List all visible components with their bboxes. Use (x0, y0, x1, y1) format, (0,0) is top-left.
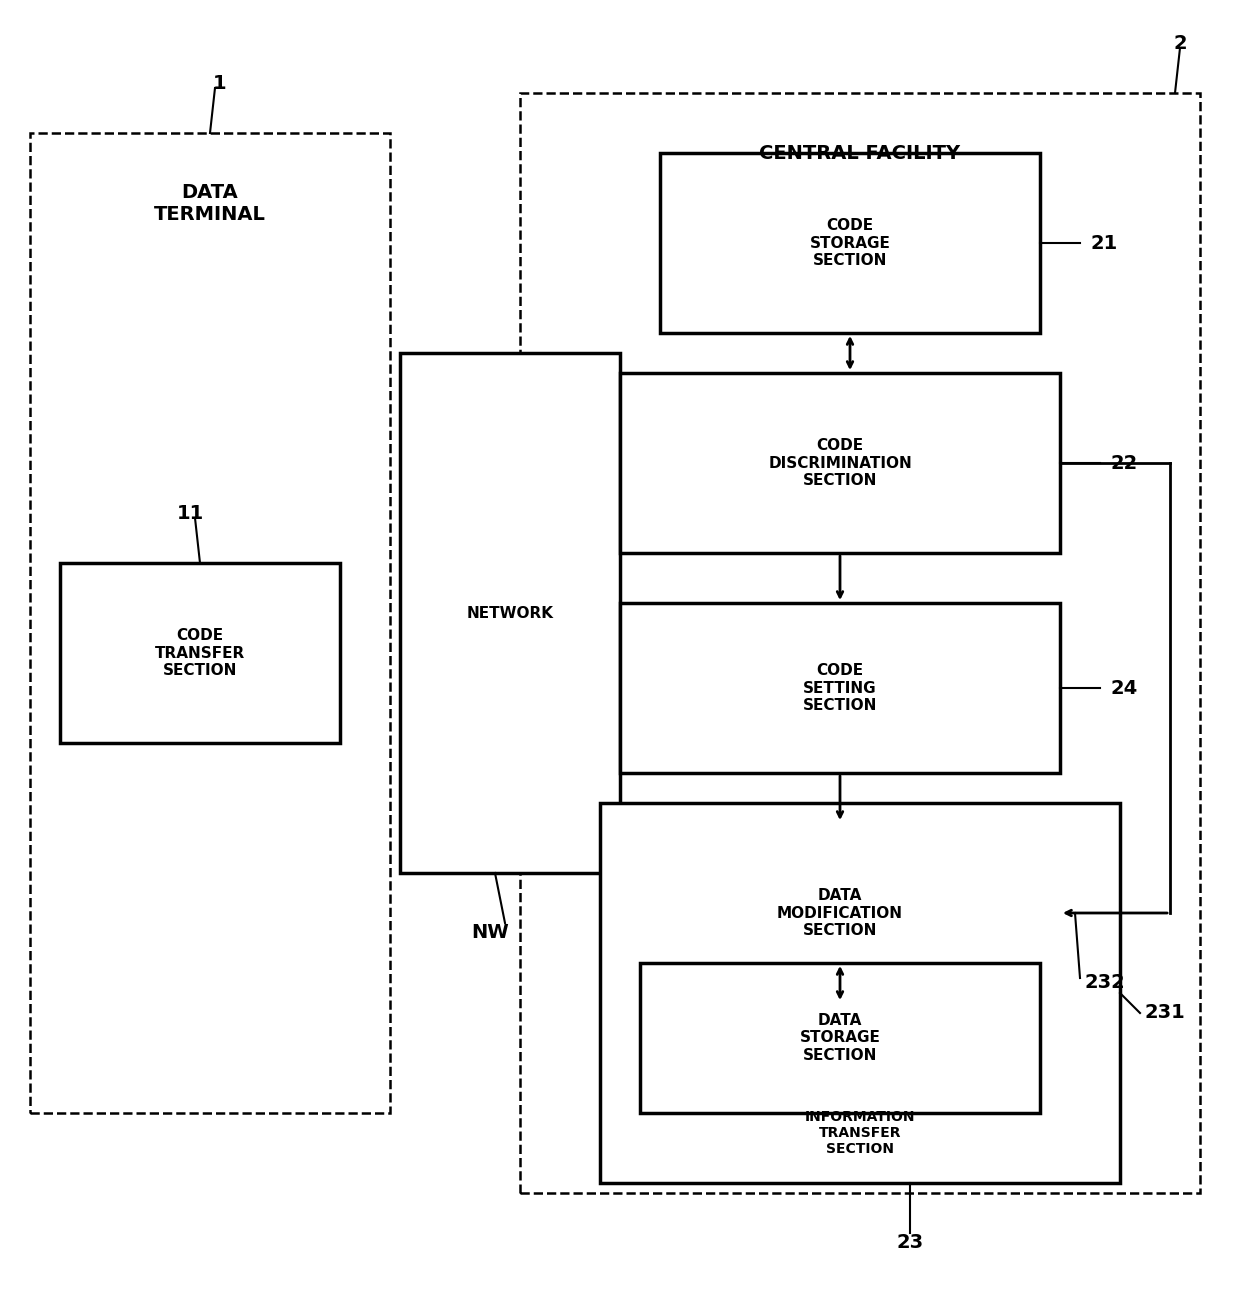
FancyBboxPatch shape (401, 353, 620, 873)
Text: CODE
STORAGE
SECTION: CODE STORAGE SECTION (810, 219, 890, 268)
FancyBboxPatch shape (640, 963, 1040, 1113)
FancyBboxPatch shape (660, 153, 1040, 334)
Text: DATA
STORAGE
SECTION: DATA STORAGE SECTION (800, 1014, 880, 1063)
Text: 24: 24 (1110, 679, 1137, 697)
Text: INFORMATION
TRANSFER
SECTION: INFORMATION TRANSFER SECTION (805, 1109, 915, 1156)
Text: 231: 231 (1145, 1003, 1185, 1023)
Text: CODE
DISCRIMINATION
SECTION: CODE DISCRIMINATION SECTION (768, 438, 911, 487)
FancyBboxPatch shape (620, 603, 1060, 773)
Text: 2: 2 (1173, 34, 1187, 53)
Text: 22: 22 (1110, 454, 1137, 472)
Text: 23: 23 (897, 1234, 924, 1253)
Text: CODE
TRANSFER
SECTION: CODE TRANSFER SECTION (155, 628, 246, 678)
Text: 1: 1 (213, 74, 227, 93)
FancyBboxPatch shape (620, 372, 1060, 553)
Text: CODE
SETTING
SECTION: CODE SETTING SECTION (802, 663, 877, 712)
Text: DATA
MODIFICATION
SECTION: DATA MODIFICATION SECTION (777, 888, 903, 937)
Text: DATA
TERMINAL: DATA TERMINAL (154, 182, 265, 224)
Text: CENTRAL FACILITY: CENTRAL FACILITY (759, 144, 961, 163)
FancyBboxPatch shape (60, 562, 340, 743)
Text: 11: 11 (176, 503, 203, 522)
Text: 232: 232 (1085, 974, 1126, 993)
Text: NW: NW (471, 923, 508, 943)
FancyBboxPatch shape (620, 824, 1060, 1003)
FancyBboxPatch shape (600, 803, 1120, 1183)
Text: 21: 21 (1090, 234, 1117, 252)
FancyBboxPatch shape (520, 93, 1200, 1193)
Text: NETWORK: NETWORK (466, 605, 553, 621)
FancyBboxPatch shape (30, 133, 391, 1113)
